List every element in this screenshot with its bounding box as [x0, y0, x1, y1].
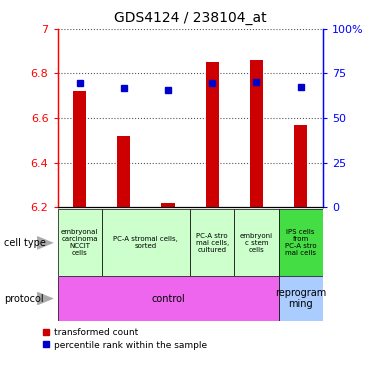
Text: embryonal
carcinoma
NCCIT
cells: embryonal carcinoma NCCIT cells — [61, 229, 98, 257]
Text: PC-A stro
mal cells,
cultured: PC-A stro mal cells, cultured — [196, 233, 229, 253]
Text: cell type: cell type — [4, 238, 46, 248]
Text: reprogram
ming: reprogram ming — [275, 288, 326, 310]
Bar — [234, 209, 279, 276]
Bar — [102, 209, 190, 276]
Text: PC-A stromal cells,
sorted: PC-A stromal cells, sorted — [114, 237, 178, 249]
Bar — [73, 91, 86, 207]
Bar — [279, 209, 323, 276]
Text: protocol: protocol — [4, 293, 43, 304]
Polygon shape — [37, 236, 54, 250]
Text: control: control — [151, 293, 185, 304]
Polygon shape — [37, 292, 54, 306]
Bar — [58, 276, 279, 321]
Text: iPS cells
from
PC-A stro
mal cells: iPS cells from PC-A stro mal cells — [285, 229, 316, 257]
Bar — [117, 136, 131, 207]
Title: GDS4124 / 238104_at: GDS4124 / 238104_at — [114, 11, 266, 25]
Bar — [279, 276, 323, 321]
Legend: transformed count, percentile rank within the sample: transformed count, percentile rank withi… — [39, 324, 211, 353]
Text: embryoni
c stem
cells: embryoni c stem cells — [240, 233, 273, 253]
Bar — [58, 209, 102, 276]
Bar — [294, 125, 307, 207]
Bar — [250, 60, 263, 207]
Bar — [161, 203, 175, 207]
Bar — [206, 62, 219, 207]
Bar — [190, 209, 234, 276]
